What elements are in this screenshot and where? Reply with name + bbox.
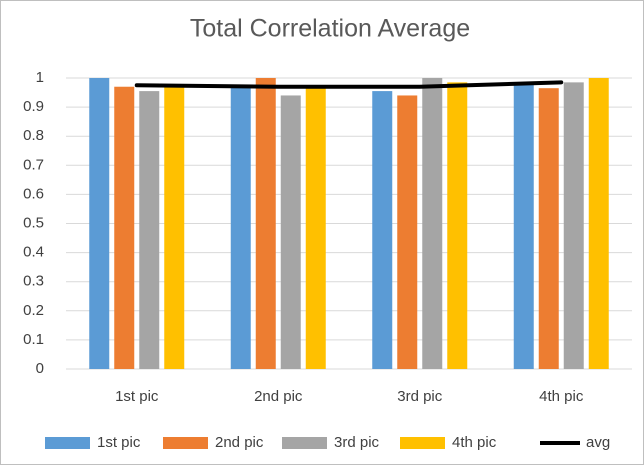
- legend-label: 1st pic: [97, 434, 141, 451]
- bar: [372, 91, 393, 369]
- y-tick-label: 0.8: [23, 127, 44, 144]
- bar: [397, 95, 418, 370]
- chart-title: Total Correlation Average: [190, 15, 470, 43]
- legend-label: 4th pic: [452, 434, 497, 451]
- x-tick-label: 1st pic: [115, 388, 159, 405]
- bar: [588, 78, 609, 369]
- legend-label: 3rd pic: [334, 434, 380, 451]
- x-tick-label: 4th pic: [539, 388, 584, 405]
- y-tick-label: 0.5: [23, 214, 44, 231]
- y-tick-label: 0.2: [23, 302, 44, 319]
- y-tick-label: 0.4: [23, 244, 44, 261]
- legend-label: avg: [586, 434, 610, 451]
- y-tick-label: 0: [36, 360, 44, 377]
- bar: [513, 82, 534, 370]
- bar: [280, 95, 301, 370]
- legend-swatch: [400, 437, 445, 449]
- bar: [563, 82, 584, 370]
- y-tick-label: 0.3: [23, 273, 44, 290]
- y-tick-label: 1: [36, 69, 44, 86]
- y-tick-label: 0.1: [23, 331, 44, 348]
- bar: [230, 85, 251, 370]
- bar: [114, 86, 135, 369]
- x-tick-label: 2nd pic: [254, 388, 303, 405]
- legend-swatch: [45, 437, 90, 449]
- bar: [164, 85, 185, 370]
- bar: [89, 78, 110, 369]
- bar: [255, 78, 276, 369]
- x-tick-label: 3rd pic: [397, 388, 443, 405]
- bar: [305, 86, 326, 369]
- y-tick-label: 0.7: [23, 156, 44, 173]
- legend-swatch: [282, 437, 327, 449]
- bar: [422, 78, 443, 369]
- bar: [447, 82, 468, 370]
- legend-label: 2nd pic: [215, 434, 264, 451]
- y-tick-label: 0.6: [23, 185, 44, 202]
- bar: [139, 91, 160, 369]
- y-tick-label: 0.9: [23, 98, 44, 115]
- avg-line: [134, 80, 564, 89]
- legend-swatch: [163, 437, 208, 449]
- bar: [538, 88, 559, 369]
